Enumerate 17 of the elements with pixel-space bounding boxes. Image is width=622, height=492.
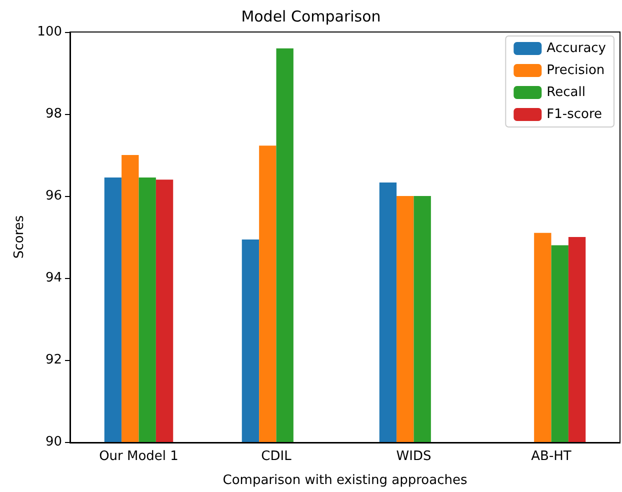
y-tick-label: 96 [45,188,62,204]
legend-label: Recall [546,85,586,100]
x-axis-title: Comparison with existing approaches [222,473,468,488]
legend-label: F1-score [546,107,602,122]
y-tick-label: 98 [45,106,62,122]
y-tick-label: 94 [45,270,62,286]
y-tick-label: 92 [45,352,62,368]
x-tick-label: AB-HT [531,449,572,464]
y-tick-label: 90 [45,434,62,450]
legend-label: Accuracy [546,41,606,56]
x-tick-label: Our Model 1 [99,449,178,464]
chart-title: Model Comparison [241,8,381,26]
x-tick-label: WIDS [396,449,432,464]
x-tick-label: CDIL [261,449,292,464]
y-axis-title: Scores [12,215,27,259]
legend-label: Precision [546,63,605,78]
y-tick-label: 100 [37,24,62,40]
